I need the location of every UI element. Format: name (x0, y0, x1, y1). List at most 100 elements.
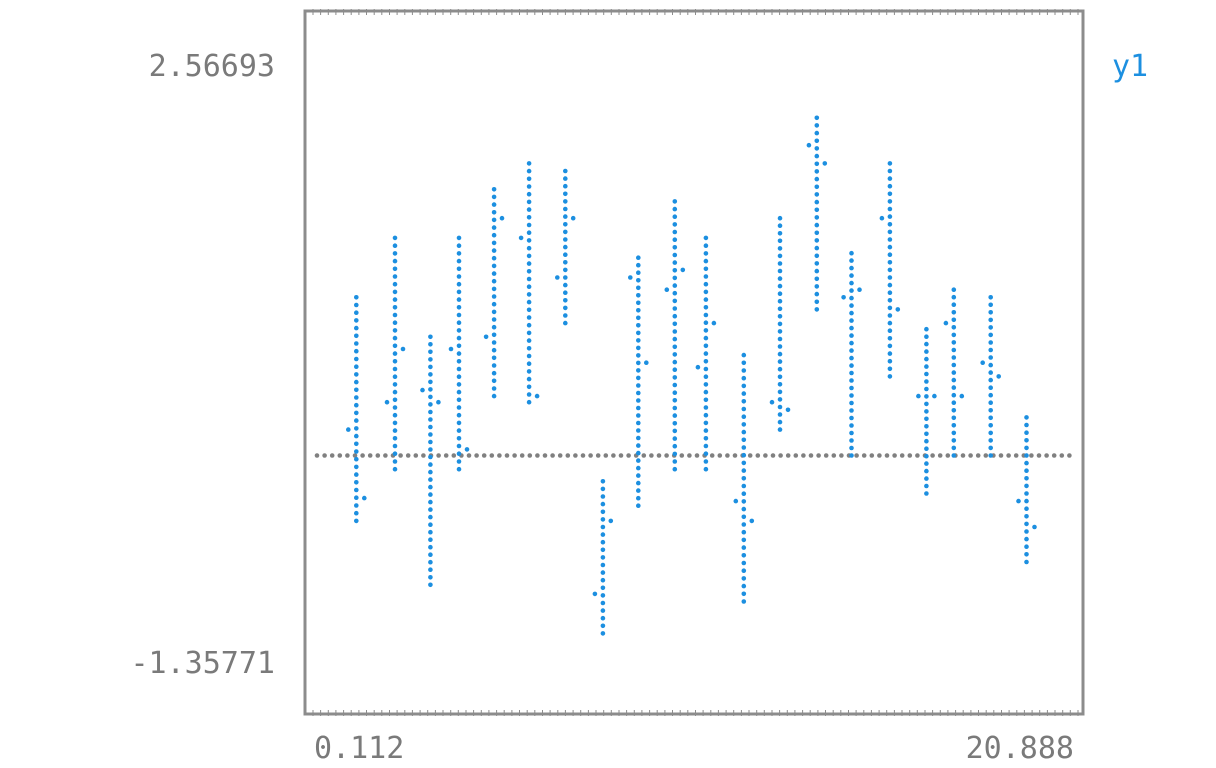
candle-dot (636, 428, 641, 433)
candle-dot (428, 567, 433, 572)
x-tick-label-max: 20.888 (966, 731, 1074, 766)
baseline-dot (907, 453, 913, 458)
candle-dot (887, 191, 893, 197)
baseline-dot (550, 453, 555, 458)
candle-bar (555, 168, 576, 326)
candle-dot (741, 406, 747, 412)
candle-dot (777, 366, 783, 372)
candle-dot (703, 343, 709, 349)
candle-dot (428, 507, 433, 512)
candle-dot (849, 400, 854, 406)
candle-dot (491, 202, 497, 207)
candle-dot (777, 427, 783, 432)
baseline-dot (398, 453, 403, 458)
candle-dot (392, 251, 398, 256)
candle-dot (777, 404, 783, 410)
candle-bar (841, 250, 862, 458)
candle-dot (924, 349, 929, 354)
candle-dot (849, 333, 854, 338)
candle-dot (600, 539, 606, 545)
baseline-dot (732, 453, 738, 458)
candle-dot (354, 318, 359, 323)
candle-dot (600, 585, 606, 591)
candle-dot (988, 340, 993, 345)
candle-dot (703, 274, 709, 279)
open-tick (483, 334, 489, 340)
candle-dot (392, 389, 398, 395)
candle-dot (456, 359, 462, 364)
candle-dot (703, 312, 709, 318)
candle-dot (392, 412, 398, 418)
candle-dot (1024, 552, 1029, 557)
candle-dot (491, 248, 497, 253)
candle-dot (849, 340, 854, 346)
candle-dot (849, 363, 854, 368)
candle-dot (814, 222, 820, 228)
candle-dot (392, 428, 398, 433)
candle-dot (951, 317, 957, 323)
candle-dot (951, 438, 957, 443)
candle-dot (563, 252, 568, 257)
candle-dot (924, 453, 929, 459)
candle-dot (354, 387, 359, 393)
baseline-dot (816, 453, 821, 458)
candle-dot (703, 428, 709, 433)
candle-dot (849, 355, 854, 361)
candle-dot (354, 456, 359, 462)
open-tick (448, 346, 454, 352)
candle-dot (672, 229, 678, 235)
candle-dot (672, 222, 678, 227)
candle-dot (703, 436, 709, 441)
candle-dot (392, 297, 398, 302)
candle-dot (1024, 514, 1029, 519)
candle-dot (456, 289, 462, 295)
candle-dot (741, 383, 747, 389)
baseline-dot (413, 453, 419, 458)
candle-dot (814, 307, 820, 312)
candle-dot (526, 269, 532, 274)
candle-dot (526, 276, 532, 282)
candle-dot (600, 593, 606, 598)
candle-dot (354, 510, 359, 516)
candle-dot (428, 334, 433, 340)
candle-dot (777, 419, 783, 425)
candle-dot (1024, 544, 1029, 549)
candle-dot (777, 344, 783, 349)
candle-dot (392, 451, 398, 457)
candle-dot (672, 375, 678, 380)
candle-dot (392, 258, 398, 264)
candle-dot (849, 378, 854, 383)
candle-dot (526, 330, 532, 336)
candle-dot (924, 446, 929, 452)
candle-dot (526, 284, 532, 290)
candle-dot (777, 397, 783, 402)
candle-dot (988, 430, 993, 436)
candle-dot (392, 335, 398, 341)
baseline-dot (466, 453, 472, 458)
candle-dot (672, 206, 678, 212)
candle-dot (924, 468, 929, 474)
candle-dot (526, 322, 532, 328)
candle-dot (849, 348, 854, 353)
candle-dot (636, 270, 641, 276)
candle-bar (448, 235, 470, 472)
candle-dot (988, 362, 993, 368)
candle-dot (456, 366, 462, 372)
candle-dot (526, 338, 532, 343)
candle-dot (951, 370, 957, 375)
baseline-dot (960, 453, 966, 458)
baseline-dot (915, 453, 920, 458)
candle-dot (563, 320, 568, 326)
candle-dot (741, 437, 747, 443)
close-tick (857, 287, 862, 293)
candle-dot (672, 298, 678, 304)
candle-dot (741, 591, 747, 597)
close-tick (362, 495, 367, 501)
baseline-dot (854, 453, 859, 458)
candle-dot (600, 631, 606, 636)
candle-dot (526, 199, 532, 205)
candle-dot (814, 146, 820, 151)
candle-dot (988, 453, 993, 458)
candle-dot (988, 445, 993, 451)
baseline-dot (329, 453, 335, 458)
